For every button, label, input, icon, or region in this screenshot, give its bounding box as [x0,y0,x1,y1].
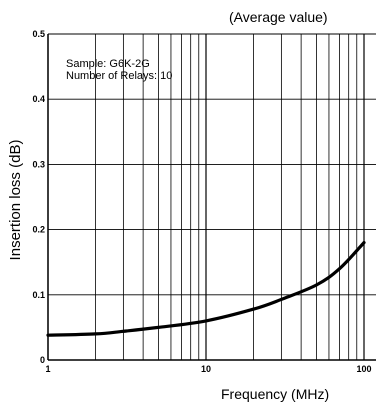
tick-labels: 0 0.1 0.2 0.3 0.4 0.5 1 10 100 [32,29,371,374]
data-point [280,298,283,301]
relay-count-annotation: Number of Relays: 10 [66,70,172,82]
data-point [315,283,318,287]
sample-annotation: Sample: G6K-2G [66,58,150,70]
data-point [252,307,255,311]
y-tick-label: 0.2 [32,225,45,235]
axis-layer [47,34,376,361]
y-tick-label: 0.1 [32,290,45,300]
data-point [46,333,50,337]
y-tick-label: 0 [40,355,45,365]
data-point [362,241,366,244]
x-tick-label: 1 [45,364,50,374]
insertion-loss-curve [46,241,366,337]
data-point [204,319,208,323]
x-tick-label: 100 [356,364,371,374]
series-layer [46,241,366,337]
grid-layer [47,33,376,361]
data-point [94,332,97,336]
y-tick-label: 0.4 [32,94,45,104]
data-point [338,267,341,271]
y-axis-label: Insertion loss (dB) [7,140,24,261]
data-point [122,330,125,333]
chart-title: (Average value) [229,9,328,25]
y-tick-label: 0.5 [32,29,45,39]
x-tick-label: 10 [201,364,211,374]
y-tick-label: 0.3 [32,159,45,169]
data-point [157,326,160,329]
x-axis-label: Frequency (MHz) [221,386,329,402]
